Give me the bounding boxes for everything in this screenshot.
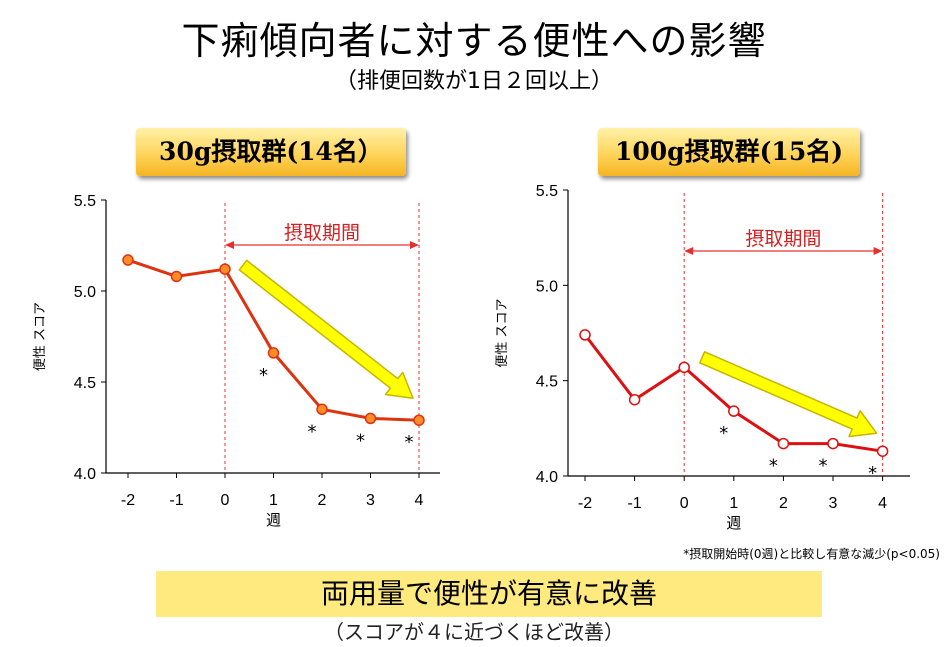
x-tick-label: 1 [729,495,738,512]
significance-asterisk: * [405,432,414,453]
y-tick-label: 5.0 [74,284,96,301]
significance-asterisk: * [719,423,728,444]
trend-arrow [699,351,878,438]
data-point [827,437,839,450]
period-arrow-right-head [410,241,419,249]
y-tick-label: 4.5 [74,375,96,392]
y-tick-label: 4.5 [536,374,558,391]
conclusion-note: （スコアが４に近づくほど改善） [324,620,624,644]
x-tick-label: 3 [366,492,375,509]
significance-footnote: *摂取開始時(0週)と比較し有意な減少(p<0.05) [683,547,940,561]
data-point [170,270,183,283]
x-tick-label: 2 [779,495,788,512]
series-line [583,333,883,453]
x-tick-label: 0 [680,495,689,512]
data-point [728,405,740,417]
chart-100g: 4.0 4.5 5.0 5.5 -2 -1 0 1 2 3 4 週 便性 スコア 摂取期間 * * * * [495,183,910,532]
page-subtitle: （排便回数が1日２回以上） [335,69,613,94]
significance-asterisk: * [819,456,828,477]
data-point [876,445,889,457]
y-tick-label: 5.0 [536,278,558,295]
x-axis-label: 週 [266,511,281,529]
x-tick-label: 3 [829,495,838,512]
data-point [122,254,134,266]
data-point [628,393,641,406]
y-axis-label: 便性 スコア [33,302,48,371]
period-arrow-left-head [225,241,234,249]
y-tick-label: 5.5 [74,193,96,210]
x-tick-label: 4 [415,492,424,509]
period-arrow-right-head [873,247,883,255]
significance-asterisk: * [356,430,365,451]
group-label-30g: 30g摂取群(14名） [136,128,406,176]
y-tick-label: 4.0 [536,469,558,486]
period-arrow-left-head [684,247,694,255]
x-tick-label: -2 [578,495,592,512]
conclusion-banner: 両用量で便性が有意に改善 [156,571,822,617]
data-point [219,263,231,275]
data-point [364,412,377,425]
significance-asterisk: * [308,421,317,442]
data-point [579,329,591,341]
data-point [678,361,690,374]
group-label-100g: 100g摂取群(15名) [598,128,860,176]
y-tick-label: 4.0 [74,466,96,483]
period-label: 摂取期間 [745,228,821,250]
x-tick-label: 0 [221,492,230,509]
x-tick-label: 2 [318,492,327,509]
x-tick-label: -1 [627,495,641,512]
significance-asterisk: * [259,365,268,386]
data-point [267,347,280,359]
x-axis-label: 週 [726,514,741,532]
significance-asterisk: * [769,456,778,477]
significance-asterisk: * [868,463,877,484]
page-title: 下痢傾向者に対する便性への影響 [181,19,767,63]
data-point [413,414,425,426]
y-axis-label: 便性 スコア [495,298,510,367]
y-tick-label: 5.5 [536,183,558,200]
chart-30g: 4.0 4.5 5.0 5.5 -2 -1 0 1 2 3 4 週 便性 スコア 摂取期間 * * * * [33,193,440,529]
x-tick-label: 1 [269,492,278,509]
x-tick-label: -1 [169,492,183,509]
x-tick-label: -2 [121,492,135,509]
x-tick-label: 4 [878,495,887,512]
period-label: 摂取期間 [284,222,360,244]
data-point [777,437,790,450]
data-point [316,403,328,416]
trend-arrow [238,259,414,399]
